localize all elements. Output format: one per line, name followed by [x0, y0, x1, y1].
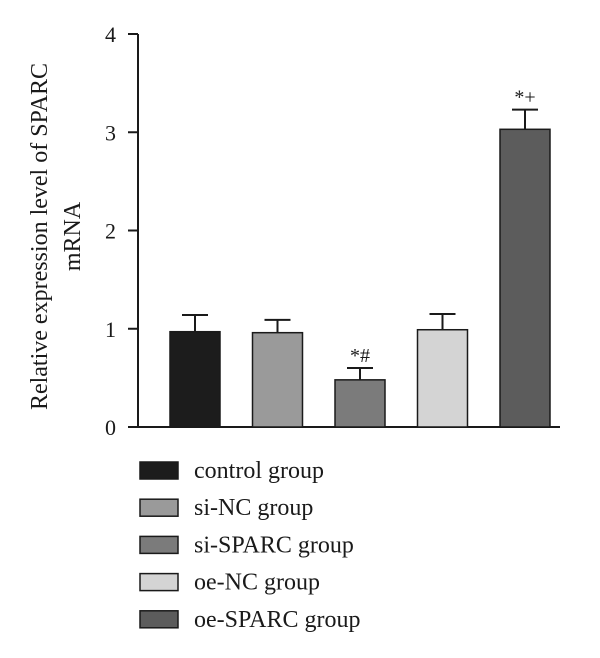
legend: control group si-NC group si-SPARC group oe…	[139, 458, 360, 633]
y-axis-title: Relative expression level of SPARC mRNA	[27, 63, 86, 410]
bar	[416, 328, 469, 428]
legend-label: si-SPARC group	[194, 532, 354, 558]
legend-label: si-NC group	[194, 495, 313, 521]
legend-swatch	[139, 610, 179, 629]
y-tick-label: 3	[105, 120, 116, 145]
legend-label: control group	[194, 458, 324, 484]
legend-label: oe-NC group	[194, 570, 320, 596]
annotations: *# *+	[350, 87, 536, 367]
bar	[334, 379, 386, 428]
y-axis-title-line: mRNA	[60, 201, 86, 271]
legend-swatch	[139, 535, 179, 555]
y-axis-title-line: Relative expression level of SPARC	[27, 63, 53, 410]
bar	[251, 331, 304, 428]
bar	[499, 128, 551, 428]
legend-swatch	[139, 461, 179, 480]
y-tick-label: 0	[105, 415, 116, 440]
legend-swatch	[139, 498, 179, 517]
significance-label: *+	[514, 87, 535, 109]
y-tick-label: 2	[105, 219, 116, 244]
y-tick-label: 4	[105, 22, 116, 47]
y-tick-label: 1	[105, 317, 116, 342]
legend-label: oe-SPARC group	[194, 607, 360, 633]
legend-swatch	[139, 572, 179, 592]
significance-label: *#	[350, 345, 370, 367]
bars	[169, 108, 551, 428]
bar	[169, 330, 221, 428]
